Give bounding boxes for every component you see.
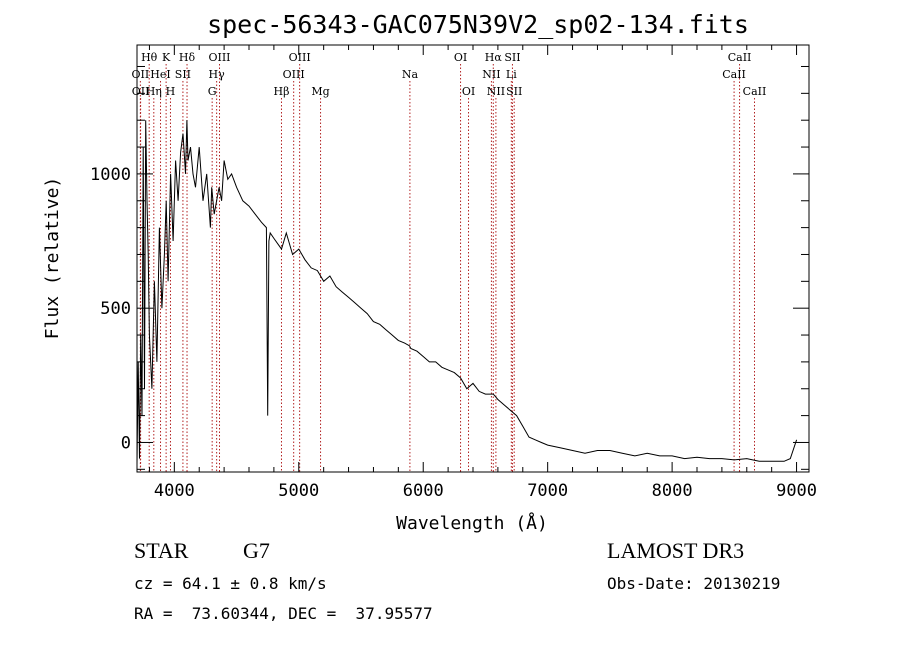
line-marker-label: H: [166, 85, 176, 98]
obs-date-text: Obs-Date: 20130219: [607, 574, 781, 593]
line-marker-label: Hη: [146, 85, 162, 98]
line-marker-label: SII: [504, 51, 520, 64]
line-marker-label: Hθ: [141, 51, 158, 64]
line-marker-label: Hγ: [209, 68, 226, 81]
coordinates-text: RA = 73.60344, DEC = 37.95577: [134, 604, 433, 623]
line-marker-label: OII: [132, 68, 150, 81]
line-marker-label: OI: [462, 85, 475, 98]
x-tick-label: 4000: [154, 481, 195, 501]
line-marker-label: Na: [402, 68, 419, 81]
x-tick-label: 6000: [403, 481, 444, 501]
line-marker-label: Hα: [485, 51, 503, 64]
y-tick-label: 500: [100, 299, 131, 319]
line-marker-label: NII: [487, 85, 505, 98]
object-subclass: G7: [243, 538, 270, 563]
line-marker-label: HeI: [150, 68, 170, 81]
line-marker-label: G: [208, 85, 217, 98]
x-tick-label: 5000: [278, 481, 319, 501]
axis-tick-labels: 4000 5000 6000 7000 8000 9000 0 500 1000: [90, 165, 817, 501]
line-marker-label: Hδ: [179, 51, 196, 64]
line-marker-label: SII: [175, 68, 191, 81]
line-marker-label: NII: [482, 68, 500, 81]
x-tick-label: 8000: [652, 481, 693, 501]
y-tick-label: 1000: [90, 165, 131, 185]
x-tick-label: 9000: [776, 481, 817, 501]
line-markers: Hθ OII OII K HeI Hη Hδ SII H OIII Hγ G OIII OIII Hβ Mg N…: [132, 51, 767, 472]
line-marker-label: OIII: [289, 51, 311, 64]
line-marker-label: OI: [454, 51, 467, 64]
line-marker-label: Hβ: [274, 85, 290, 98]
x-axis-label: Wavelength (Å): [396, 512, 548, 534]
line-marker-label: Mg: [311, 85, 329, 98]
spectrum-chart: spec-56343-GAC075N39V2_sp02-134.fits Hθ O…: [42, 10, 817, 534]
line-marker-label: Li: [506, 68, 517, 81]
line-marker-label: CaII: [743, 85, 767, 98]
object-class: STAR: [134, 538, 189, 563]
line-marker-label: CaII: [722, 68, 746, 81]
y-axis-label: Flux (relative): [42, 177, 63, 340]
line-marker-label: OII: [132, 85, 150, 98]
line-marker-label: SII: [506, 85, 522, 98]
x-tick-label: 7000: [527, 481, 568, 501]
redshift-text: cz = 64.1 ± 0.8 km/s: [134, 574, 327, 593]
line-marker-label: K: [162, 51, 171, 64]
plot-frame: [136, 44, 810, 473]
line-marker-label: OIII: [208, 51, 230, 64]
axis-ticks: [137, 45, 809, 472]
spectrum-line: [136, 120, 798, 464]
line-marker-label: OIII: [283, 68, 305, 81]
survey-name: LAMOST DR3: [607, 538, 745, 563]
line-marker-label: CaII: [728, 51, 752, 64]
chart-title: spec-56343-GAC075N39V2_sp02-134.fits: [207, 10, 749, 39]
y-tick-label: 0: [121, 433, 131, 453]
